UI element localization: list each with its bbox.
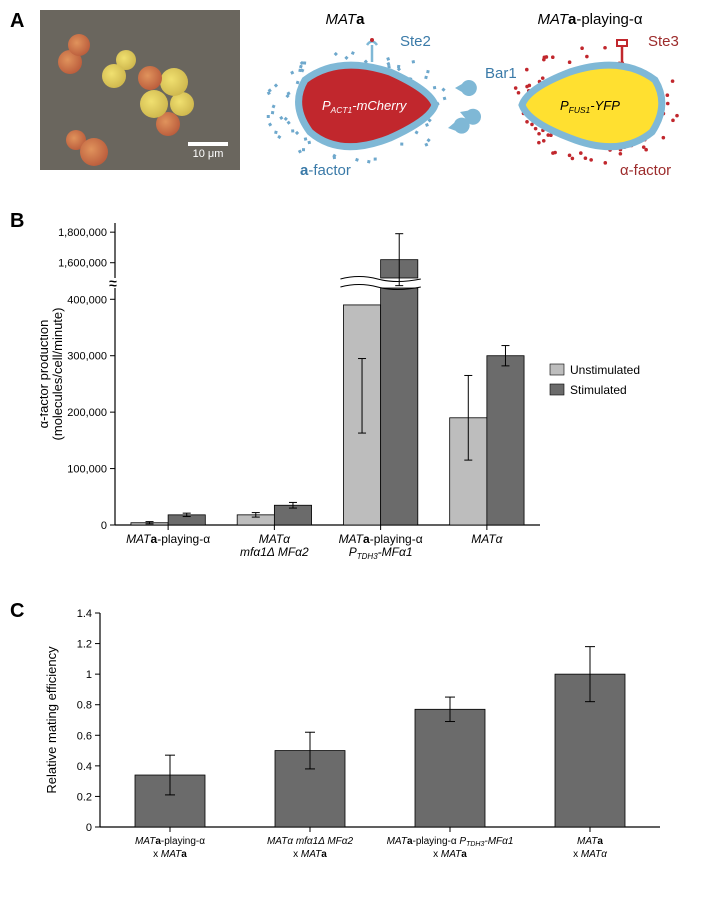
svg-text:0: 0 [86, 822, 92, 834]
svg-text:400,000: 400,000 [67, 294, 107, 306]
panel-b-chart: ~~0100,000200,000300,000400,0001,600,000… [40, 215, 680, 575]
svg-text:1,600,000: 1,600,000 [58, 258, 107, 270]
svg-text:300,000: 300,000 [67, 351, 107, 363]
panel-b-label: B [10, 210, 24, 233]
svg-text:Ste3: Ste3 [648, 33, 679, 50]
micrograph-cell [68, 34, 90, 56]
svg-text:a-factor: a-factor [300, 162, 351, 179]
scalebar-text: 10 μm [193, 148, 224, 160]
svg-text:MATa: MATa [326, 11, 366, 28]
micrograph-cell [80, 138, 108, 166]
svg-text:Ste2: Ste2 [400, 33, 431, 50]
svg-text:Relative mating efficiency: Relative mating efficiency [44, 646, 59, 794]
diagram-svg: MATaMATa-playing-αSte2Ste3Bar1PACT1-mChe… [260, 10, 690, 180]
panel-a-content: 10 μm MATaMATa-playing-αSte2Ste3Bar1PACT… [10, 10, 701, 180]
micrograph-cell [160, 68, 188, 96]
svg-text:MATa-playing-α PTDH3-MFα1: MATa-playing-α PTDH3-MFα1 [387, 836, 514, 848]
svg-text:1: 1 [86, 669, 92, 681]
svg-text:0.6: 0.6 [77, 730, 92, 742]
svg-text:x MATa: x MATa [153, 849, 187, 860]
panel-c-label: C [10, 600, 24, 623]
svg-text:0.8: 0.8 [77, 700, 92, 712]
svg-text:MATa-playing-α: MATa-playing-α [537, 11, 642, 28]
panel-a-label: A [10, 10, 24, 33]
svg-text:0: 0 [101, 520, 107, 532]
svg-text:MATα mfα1Δ MFα2: MATα mfα1Δ MFα2 [267, 836, 353, 847]
panel-b: B ~~0100,000200,000300,000400,0001,600,0… [10, 210, 701, 580]
svg-text:0.2: 0.2 [77, 791, 92, 803]
scalebar-line [188, 142, 228, 146]
svg-text:1.2: 1.2 [77, 639, 92, 651]
svg-text:x MATα: x MATα [573, 849, 607, 860]
svg-text:MATa-playing-α: MATa-playing-α [135, 836, 205, 847]
svg-text:α-factor: α-factor [620, 162, 671, 179]
svg-text:~: ~ [109, 277, 117, 293]
svg-text:MATa: MATa [577, 836, 603, 847]
svg-text:MATαmfα1Δ MFα2: MATαmfα1Δ MFα2 [240, 532, 309, 559]
micrograph-image: 10 μm [40, 10, 240, 170]
svg-text:MATa-playing-αPTDH3-MFα1: MATa-playing-αPTDH3-MFα1 [339, 532, 423, 561]
svg-text:x MATa: x MATa [433, 849, 467, 860]
svg-text:MATa-playing-α: MATa-playing-α [126, 532, 210, 546]
svg-text:MATα: MATα [471, 532, 503, 546]
svg-text:200,000: 200,000 [67, 407, 107, 419]
cell-diagram: MATaMATa-playing-αSte2Ste3Bar1PACT1-mChe… [260, 10, 690, 180]
svg-text:x MATa: x MATa [293, 849, 327, 860]
panel-a: A 10 μm MATaMATa-playing-αSte2Ste3Bar1PA… [10, 10, 701, 190]
svg-text:Stimulated: Stimulated [570, 383, 627, 397]
panel-c-chart: 0 0.2 0.4 0.6 0.8 1 1.2 1.4 Relative mating effi… [40, 605, 680, 875]
panel-c: C 0 0.2 0.4 0.6 0.8 1 1.2 1.4 Relative mating ef… [10, 600, 701, 880]
micrograph-cell [138, 66, 162, 90]
svg-text:1.4: 1.4 [77, 608, 92, 620]
svg-text:Unstimulated: Unstimulated [570, 363, 640, 377]
svg-text:100,000: 100,000 [67, 464, 107, 476]
svg-text:Bar1: Bar1 [485, 65, 517, 82]
svg-text:0.4: 0.4 [77, 761, 92, 773]
scalebar: 10 μm [188, 142, 228, 160]
svg-text:α-factor production(molecules/: α-factor production(molecules/cell/minut… [40, 308, 65, 441]
micrograph-cell [102, 64, 126, 88]
svg-text:1,800,000: 1,800,000 [58, 227, 107, 239]
micrograph-cell [140, 90, 168, 118]
